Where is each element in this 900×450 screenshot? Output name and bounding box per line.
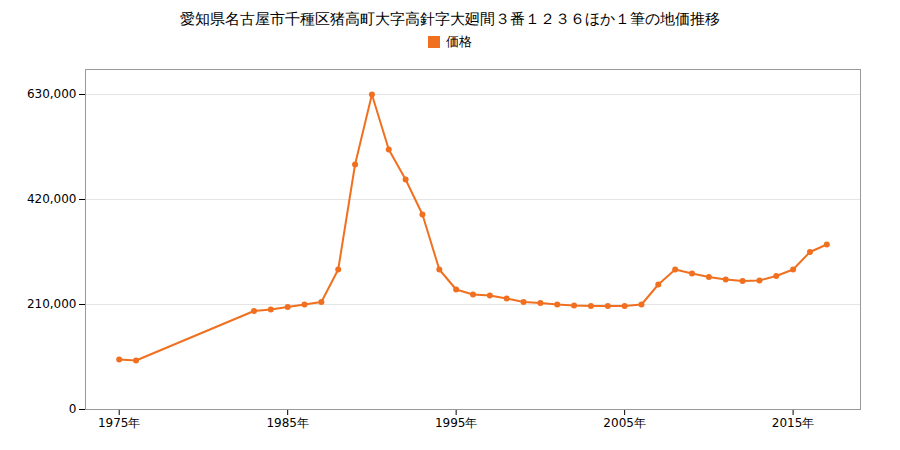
svg-text:1975年: 1975年 [98, 416, 141, 430]
svg-text:0: 0 [69, 402, 77, 416]
html-text:愛知県名古屋市千種区猪高町大字高針字大廻間３番１２３６ほか１: 愛知県名古屋市千種区猪高町大字高針字大廻間３番１２３６ほか１筆の地価推移 [180, 10, 720, 28]
svg-text:1985年: 1985年 [266, 416, 309, 430]
svg-text:2005年: 2005年 [603, 416, 646, 430]
svg-text:2015年: 2015年 [772, 416, 815, 430]
html-text:価格: 価格 [446, 34, 472, 49]
svg-text:630,000: 630,000 [27, 87, 77, 101]
svg-text:420,000: 420,000 [27, 192, 77, 206]
svg-text:210,000: 210,000 [27, 297, 77, 311]
svg-text:1995年: 1995年 [435, 416, 478, 430]
